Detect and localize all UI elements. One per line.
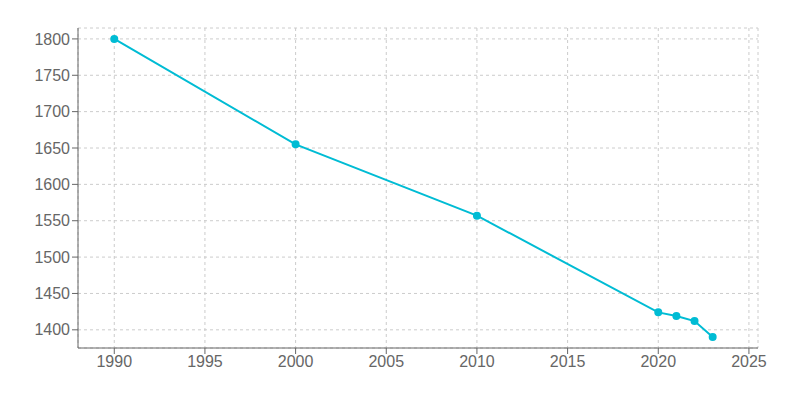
svg-text:1995: 1995 <box>187 353 223 370</box>
svg-text:2005: 2005 <box>368 353 404 370</box>
svg-text:1500: 1500 <box>34 249 70 266</box>
svg-text:1600: 1600 <box>34 176 70 193</box>
svg-text:2025: 2025 <box>731 353 767 370</box>
svg-text:1450: 1450 <box>34 285 70 302</box>
svg-text:1700: 1700 <box>34 103 70 120</box>
svg-text:2000: 2000 <box>278 353 314 370</box>
svg-text:1990: 1990 <box>96 353 132 370</box>
svg-text:1650: 1650 <box>34 140 70 157</box>
svg-text:2015: 2015 <box>550 353 586 370</box>
svg-text:1750: 1750 <box>34 67 70 84</box>
svg-text:2010: 2010 <box>459 353 495 370</box>
svg-text:2020: 2020 <box>640 353 676 370</box>
svg-text:1800: 1800 <box>34 31 70 48</box>
svg-text:1550: 1550 <box>34 212 70 229</box>
svg-text:1400: 1400 <box>34 321 70 338</box>
